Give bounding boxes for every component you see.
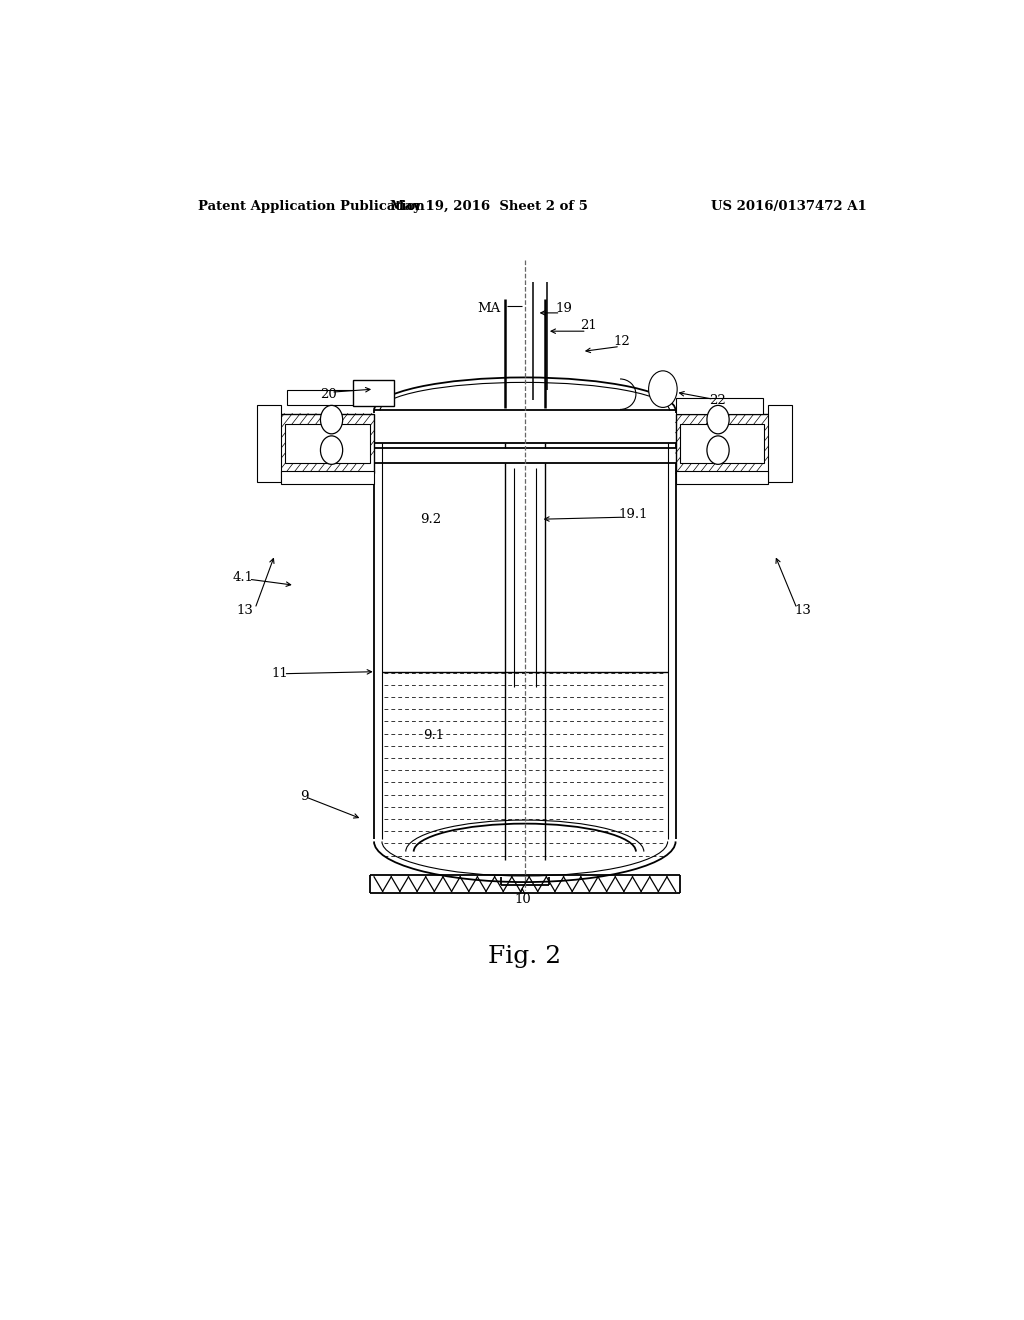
Text: 19.1: 19.1: [618, 508, 648, 520]
Text: 9.1: 9.1: [423, 729, 444, 742]
Text: 22: 22: [709, 393, 726, 407]
Text: 13: 13: [237, 605, 253, 618]
Text: Patent Application Publication: Patent Application Publication: [198, 199, 425, 213]
Circle shape: [648, 371, 677, 408]
Text: 12: 12: [613, 335, 631, 348]
Text: 20: 20: [319, 388, 337, 401]
Bar: [768, 405, 793, 482]
Text: 9.2: 9.2: [421, 512, 441, 525]
Bar: [278, 413, 374, 474]
Circle shape: [321, 436, 343, 465]
Text: 21: 21: [581, 318, 597, 331]
Bar: [282, 471, 374, 483]
Text: 9: 9: [300, 791, 309, 803]
Text: 4.1: 4.1: [232, 570, 253, 583]
Bar: [676, 399, 763, 413]
Text: MA: MA: [478, 302, 501, 315]
Bar: [352, 380, 394, 407]
Bar: [680, 424, 765, 463]
Text: 13: 13: [795, 605, 811, 618]
Bar: [676, 471, 768, 483]
Bar: [287, 391, 374, 405]
Text: 19: 19: [555, 302, 571, 315]
Circle shape: [321, 405, 343, 434]
Bar: [285, 424, 370, 463]
Text: 10: 10: [514, 892, 530, 906]
Bar: [676, 413, 772, 474]
Bar: [257, 405, 282, 482]
Text: US 2016/0137472 A1: US 2016/0137472 A1: [712, 199, 867, 213]
Circle shape: [707, 405, 729, 434]
Text: Fig. 2: Fig. 2: [488, 945, 561, 968]
Text: 11: 11: [271, 667, 289, 680]
Circle shape: [707, 436, 729, 465]
Text: May 19, 2016  Sheet 2 of 5: May 19, 2016 Sheet 2 of 5: [390, 199, 588, 213]
